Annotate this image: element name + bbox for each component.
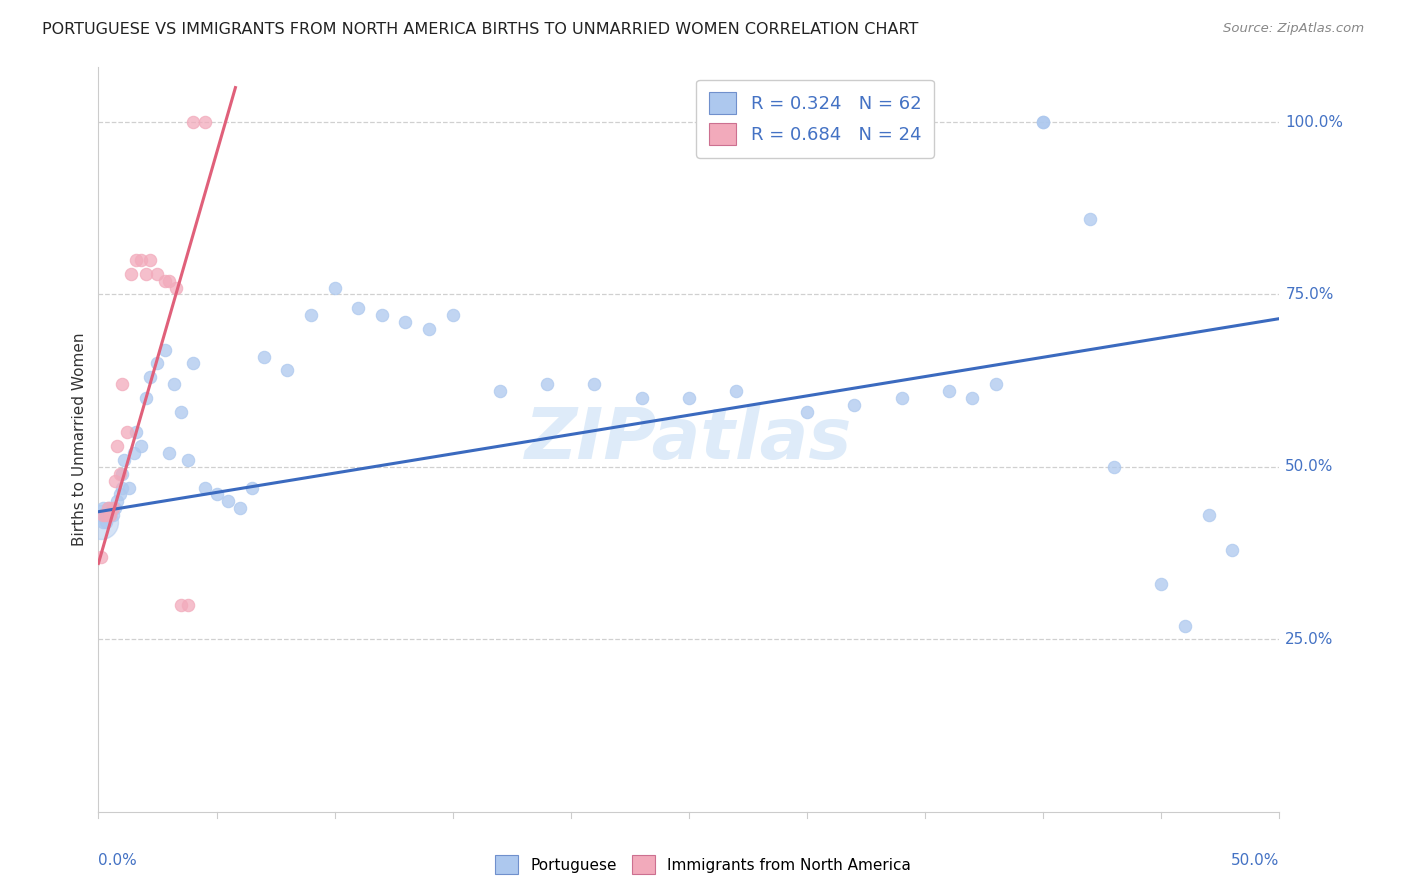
Text: 0.0%: 0.0%	[98, 853, 138, 868]
Point	[104, 501, 127, 516]
Point	[844, 398, 866, 412]
Point	[536, 377, 558, 392]
Point	[146, 267, 169, 281]
Point	[181, 115, 204, 129]
Point	[418, 322, 440, 336]
Point	[181, 356, 204, 370]
Point	[1032, 115, 1054, 129]
Point	[125, 425, 148, 440]
Point	[153, 274, 176, 288]
Point	[135, 391, 157, 405]
Point	[938, 384, 960, 398]
Text: 50.0%: 50.0%	[1285, 459, 1334, 475]
Point	[177, 598, 200, 612]
Point	[796, 405, 818, 419]
Point	[1080, 211, 1102, 226]
Point	[217, 494, 239, 508]
Point	[101, 508, 124, 523]
Point	[94, 508, 117, 523]
Text: Source: ZipAtlas.com: Source: ZipAtlas.com	[1223, 22, 1364, 36]
Point	[163, 377, 186, 392]
Point	[394, 315, 416, 329]
Text: 100.0%: 100.0%	[1285, 114, 1343, 129]
Point	[253, 350, 276, 364]
Point	[91, 508, 114, 523]
Point	[98, 501, 121, 516]
Text: 75.0%: 75.0%	[1285, 287, 1334, 302]
Point	[97, 501, 120, 516]
Point	[105, 494, 128, 508]
Point	[1032, 115, 1054, 129]
Point	[105, 439, 128, 453]
Point	[890, 391, 912, 405]
Point	[441, 308, 464, 322]
Point	[229, 501, 252, 516]
Point	[111, 377, 134, 392]
Point	[97, 501, 120, 516]
Point	[91, 515, 114, 529]
Point	[108, 467, 131, 481]
Text: PORTUGUESE VS IMMIGRANTS FROM NORTH AMERICA BIRTHS TO UNMARRIED WOMEN CORRELATIO: PORTUGUESE VS IMMIGRANTS FROM NORTH AMER…	[42, 22, 918, 37]
Point	[583, 377, 606, 392]
Point	[157, 274, 180, 288]
Point	[194, 481, 217, 495]
Point	[1102, 459, 1125, 474]
Point	[91, 501, 114, 516]
Legend: Portuguese, Immigrants from North America: Portuguese, Immigrants from North Americ…	[489, 849, 917, 880]
Point	[129, 252, 152, 267]
Point	[371, 308, 394, 322]
Point	[170, 598, 193, 612]
Point	[111, 467, 134, 481]
Point	[139, 252, 162, 267]
Point	[111, 481, 134, 495]
Point	[276, 363, 298, 377]
Point	[135, 267, 157, 281]
Point	[122, 446, 145, 460]
Point	[115, 425, 138, 440]
Point	[146, 356, 169, 370]
Point	[101, 501, 124, 516]
Point	[1220, 542, 1243, 557]
Text: 50.0%: 50.0%	[1232, 853, 1279, 868]
Point	[157, 446, 180, 460]
Point	[962, 391, 984, 405]
Point	[323, 280, 346, 294]
Point	[98, 508, 121, 523]
Point	[153, 343, 176, 357]
Point	[90, 515, 112, 529]
Point	[112, 453, 135, 467]
Point	[98, 508, 121, 523]
Point	[129, 439, 152, 453]
Text: 25.0%: 25.0%	[1285, 632, 1334, 647]
Point	[165, 280, 187, 294]
Point	[104, 474, 127, 488]
Point	[347, 301, 370, 316]
Point	[94, 508, 117, 523]
Legend: R = 0.324   N = 62, R = 0.684   N = 24: R = 0.324 N = 62, R = 0.684 N = 24	[696, 79, 934, 158]
Point	[194, 115, 217, 129]
Point	[118, 481, 141, 495]
Point	[1198, 508, 1220, 523]
Point	[630, 391, 652, 405]
Text: ZIPatlas: ZIPatlas	[526, 405, 852, 474]
Point	[678, 391, 700, 405]
Point	[139, 370, 162, 384]
Point	[1150, 577, 1173, 591]
Point	[125, 252, 148, 267]
Point	[299, 308, 322, 322]
Point	[489, 384, 512, 398]
Point	[1174, 618, 1197, 632]
Point	[177, 453, 200, 467]
Point	[94, 515, 117, 529]
Point	[240, 481, 263, 495]
Point	[121, 267, 143, 281]
Point	[108, 487, 131, 501]
Point	[984, 377, 1007, 392]
Point	[90, 549, 112, 564]
Y-axis label: Births to Unmarried Women: Births to Unmarried Women	[72, 333, 87, 546]
Point	[205, 487, 228, 501]
Point	[90, 508, 112, 523]
Point	[725, 384, 748, 398]
Point	[170, 405, 193, 419]
